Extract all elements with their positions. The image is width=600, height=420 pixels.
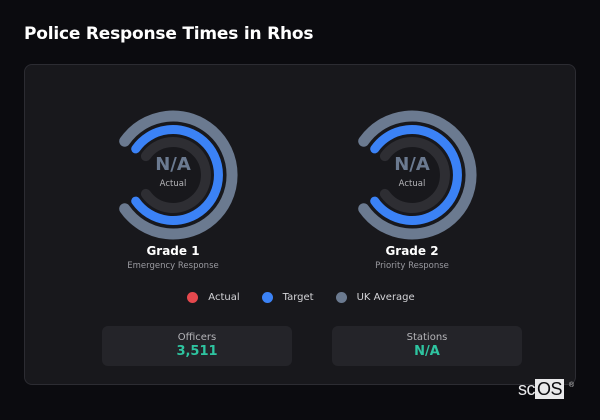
legend-label: Actual bbox=[208, 292, 240, 303]
gauge-center: N/A Actual bbox=[342, 105, 482, 245]
stat-value: N/A bbox=[414, 344, 440, 359]
page-title: Police Response Times in Rhos bbox=[24, 24, 314, 44]
actual-track-ring bbox=[379, 137, 450, 213]
uk-average-ring bbox=[119, 110, 238, 240]
gauge-title: Grade 1 bbox=[146, 244, 200, 258]
gauge-grade-1: N/A Actual Grade 1 Emergency Response bbox=[103, 105, 243, 275]
legend-item-actual: Actual bbox=[187, 292, 240, 303]
legend-label: Target bbox=[282, 292, 314, 303]
gauge-title: Grade 2 bbox=[385, 244, 439, 258]
gauge-subtitle: Priority Response bbox=[375, 261, 449, 271]
legend-item-uk-average: UK Average bbox=[335, 292, 415, 303]
stat-label: Officers bbox=[177, 332, 217, 343]
response-times-card: N/A Actual Grade 1 Emergency Response N/… bbox=[24, 64, 576, 385]
blue-dot-icon bbox=[261, 292, 273, 303]
registered-icon: ® bbox=[569, 382, 575, 389]
logo-part-sc: sc bbox=[518, 379, 536, 399]
target-ring bbox=[131, 125, 223, 225]
gauge-value-label: Actual bbox=[398, 179, 426, 189]
gauge-rings bbox=[358, 110, 477, 240]
gauge-value: N/A bbox=[155, 154, 191, 175]
gauge-subtitle: Emergency Response bbox=[127, 261, 219, 271]
stat-stations: Stations N/A bbox=[332, 326, 522, 366]
legend-item-target: Target bbox=[261, 292, 314, 303]
scos-logo: sc OS ® bbox=[518, 379, 574, 399]
uk-average-ring bbox=[358, 110, 477, 240]
stat-officers: Officers 3,511 bbox=[102, 326, 292, 366]
gauge-center: N/A Actual bbox=[103, 105, 243, 245]
logo-part-os: OS bbox=[535, 379, 565, 399]
actual-track-ring bbox=[140, 137, 211, 213]
gray-dot-icon bbox=[335, 292, 347, 303]
gauge-grade-2: N/A Actual Grade 2 Priority Response bbox=[342, 105, 482, 275]
target-ring bbox=[370, 125, 462, 225]
gauge-value-label: Actual bbox=[159, 179, 187, 189]
gauge-value: N/A bbox=[394, 154, 430, 175]
legend: Actual Target UK Average bbox=[25, 292, 577, 303]
stat-value: 3,511 bbox=[176, 344, 218, 359]
gauge-rings bbox=[119, 110, 238, 240]
stat-label: Stations bbox=[406, 332, 448, 343]
red-dot-icon bbox=[187, 292, 199, 303]
legend-label: UK Average bbox=[356, 292, 415, 303]
